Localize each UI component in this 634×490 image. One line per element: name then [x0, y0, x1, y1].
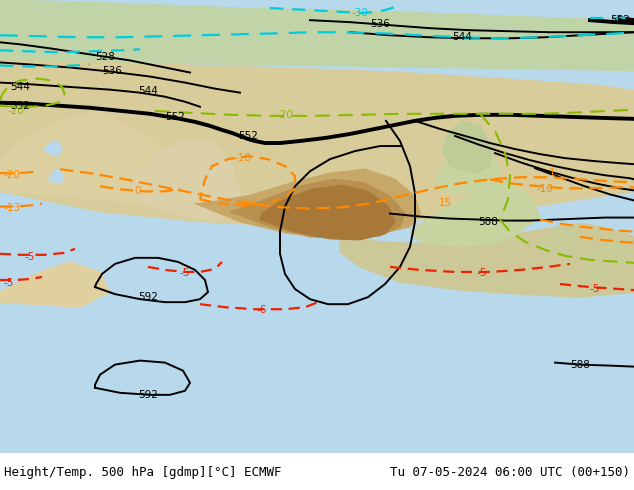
Text: 0: 0 — [135, 186, 141, 196]
Polygon shape — [435, 141, 500, 194]
Text: 552: 552 — [165, 112, 185, 122]
Polygon shape — [540, 226, 580, 254]
Polygon shape — [500, 352, 634, 453]
Text: -20: -20 — [8, 106, 25, 116]
Polygon shape — [590, 242, 630, 264]
Polygon shape — [44, 141, 62, 156]
Text: -5: -5 — [590, 284, 600, 294]
Polygon shape — [0, 0, 634, 71]
Text: -5: -5 — [3, 278, 13, 288]
Polygon shape — [195, 169, 420, 237]
Polygon shape — [0, 60, 634, 226]
Polygon shape — [260, 185, 395, 240]
Polygon shape — [578, 264, 610, 282]
Text: -10: -10 — [240, 199, 256, 209]
Text: -6: -6 — [257, 305, 267, 315]
Text: 536: 536 — [102, 66, 122, 75]
Text: 552: 552 — [238, 131, 258, 141]
Polygon shape — [230, 179, 405, 239]
Polygon shape — [130, 141, 240, 221]
Text: -10: -10 — [536, 184, 553, 195]
Text: -5: -5 — [25, 252, 36, 262]
Text: 536: 536 — [370, 19, 390, 29]
Polygon shape — [340, 223, 634, 297]
Text: Tu 07-05-2024 06:00 UTC (00+150): Tu 07-05-2024 06:00 UTC (00+150) — [390, 466, 630, 479]
Text: -13: -13 — [3, 203, 20, 214]
Text: 544: 544 — [10, 82, 30, 92]
Text: 1: 1 — [548, 168, 555, 178]
Text: 588: 588 — [570, 360, 590, 369]
Polygon shape — [442, 121, 492, 173]
Text: 544: 544 — [138, 86, 158, 96]
Text: Height/Temp. 500 hPa [gdmp][°C] ECMWF: Height/Temp. 500 hPa [gdmp][°C] ECMWF — [4, 466, 281, 479]
Text: 592: 592 — [138, 292, 158, 302]
Polygon shape — [0, 352, 634, 453]
Text: 544: 544 — [452, 32, 472, 42]
Text: -5: -5 — [180, 268, 190, 278]
Text: 528: 528 — [95, 52, 115, 62]
Text: -20: -20 — [276, 110, 294, 120]
Polygon shape — [0, 111, 200, 203]
Text: -30: -30 — [352, 8, 368, 18]
Polygon shape — [0, 302, 280, 453]
Polygon shape — [410, 181, 540, 247]
Text: -10: -10 — [235, 153, 252, 163]
Text: 588: 588 — [478, 217, 498, 226]
Text: -20: -20 — [3, 170, 20, 180]
Polygon shape — [48, 169, 64, 183]
Text: 15: 15 — [438, 198, 451, 208]
Text: 552: 552 — [10, 101, 30, 111]
Text: 552: 552 — [610, 15, 630, 25]
Text: 592: 592 — [138, 390, 158, 400]
Polygon shape — [0, 262, 110, 307]
Text: -5: -5 — [477, 268, 487, 278]
